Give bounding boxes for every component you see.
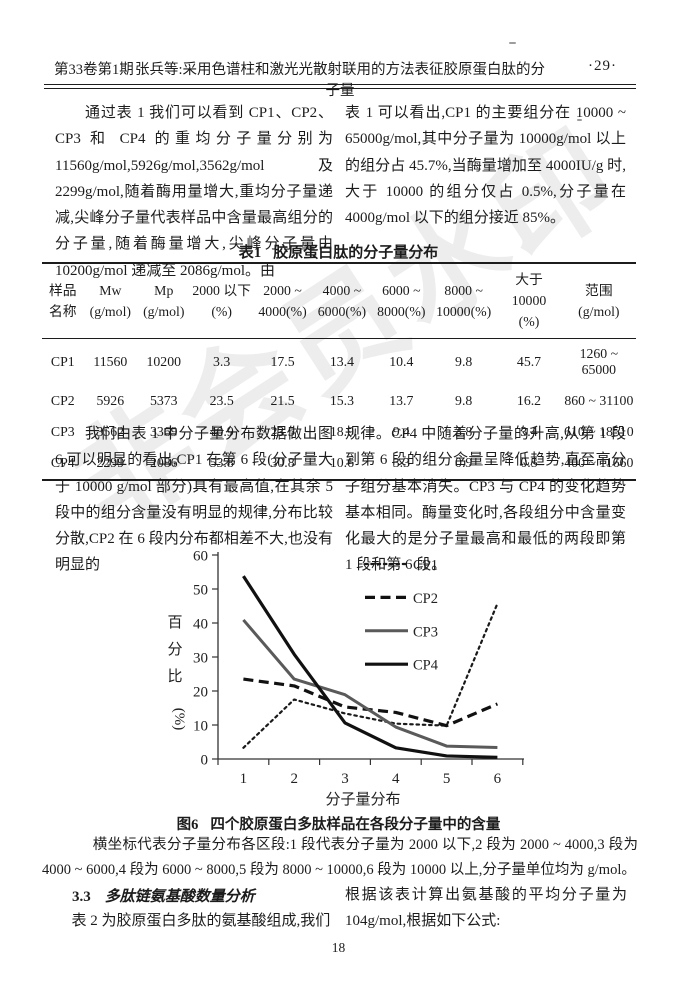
page-marker: ·29· (588, 58, 617, 74)
paragraph-left-3: 表 2 为胶原蛋白多肽的氨基酸组成,我们 (71, 913, 331, 929)
svg-text:CP1: CP1 (413, 558, 438, 574)
svg-text:5: 5 (443, 771, 451, 787)
svg-text:CP2: CP2 (413, 591, 438, 607)
paragraph-right-2: 规律。CP4 中随着分子量的升高,从第 1 段到第 6 段的组分含量呈降低趋势,… (345, 426, 626, 574)
col-header: 6000 ~8000(%) (371, 262, 432, 339)
header-double-rule (44, 84, 636, 89)
svg-text:(%): (%) (171, 708, 187, 731)
table-caption-label: 表1 (238, 245, 262, 261)
svg-text:CP4: CP4 (413, 658, 439, 674)
svg-text:60: 60 (193, 551, 208, 565)
figure-note: 横坐标代表分子量分布各区段:1 段代表分子量为 2000 以下,2 段为 200… (42, 837, 638, 878)
svg-text:0: 0 (201, 753, 209, 769)
figure-caption: 图6 四个胶原蛋白多肽样品在各段分子量中的含量 (0, 813, 677, 834)
svg-text:比: 比 (167, 668, 182, 685)
svg-text:分子量分布: 分子量分布 (325, 791, 400, 808)
figure6-line-chart: 0 10 20 30 40 50 60 1 2 3 4 5 6 CP1 CP2 CP3 CP4 百分比 (%) 分子量… (167, 551, 524, 808)
paragraph-left-2: 我们由表 1 中分子量分布数据做出图 6,可以明显的看出,CP1 在第 6 段(… (55, 426, 333, 574)
svg-text:1: 1 (240, 771, 248, 787)
svg-text:百: 百 (167, 615, 182, 631)
molecular-weight-table: 样品 名称 Mw (g/mol) Mp (g/mol) 2000 以下 (%) 2000… (42, 262, 636, 481)
svg-text:分: 分 (167, 641, 182, 658)
svg-text:2: 2 (290, 771, 298, 787)
running-title: 张兵等:采用色谱柱和激光光散射联用的方法表征胶原蛋白肽的分子量 (134, 62, 546, 99)
col-header: 8000 ~10000(%) (431, 262, 497, 339)
col-header: 2000 以下 (%) (190, 262, 253, 339)
table-header-row: 样品 名称 Mw (g/mol) Mp (g/mol) 2000 以下 (%) 2000… (42, 262, 636, 339)
col-header: Mw (g/mol) (83, 262, 138, 339)
table-row: CP4 2299 2086 53.8 30.8 10.6 3.3 0.9 0.5 400 ~ 11… (42, 448, 636, 481)
col-header: 范围 (g/mol) (561, 262, 636, 339)
table-caption: 表1 胶原蛋白肽的分子量分布 (0, 241, 677, 262)
col-header: Mp (g/mol) (137, 262, 191, 339)
col-header: 2000 ~4000(%) (252, 262, 313, 339)
col-header: 样品 名称 (42, 262, 84, 339)
scan-speck (577, 119, 582, 121)
svg-text:3: 3 (341, 771, 349, 787)
svg-text:CP3: CP3 (413, 624, 438, 640)
table-row: CP3 3562 3369 40.9 23.5 18.9 9.4 3.8 3.4 610 ~ 18… (50, 424, 634, 439)
col-header: 大于 10000 (%) (496, 262, 562, 339)
section-number: 3.3 (72, 889, 91, 905)
svg-text:10: 10 (193, 719, 208, 735)
figure-caption-text: 四个胶原蛋白多肽样品在各段分子量中的含量 (210, 817, 501, 833)
table-row: CP2 5926 5373 23.5 21.5 15.3 13.7 9.8 16.2 860 ~ … (50, 393, 634, 408)
section-title: 多肽链氨基酸数量分析 (104, 889, 255, 905)
svg-text:6: 6 (494, 771, 502, 787)
section-heading: 3.3 多肽链氨基酸数量分析 (72, 885, 255, 906)
svg-text:30: 30 (193, 651, 208, 667)
figure-caption-label: 图6 (176, 817, 199, 833)
scan-speck (509, 42, 516, 44)
svg-text:40: 40 (193, 617, 208, 633)
col-header: 4000 ~6000(%) (312, 262, 372, 339)
page-number: 18 (331, 940, 346, 955)
table-row: CP1 11560 10200 3.3 17.5 13.4 10.4 9.8 45.7 1260 … (50, 346, 619, 377)
journal-volume-issue: 第33卷第1期 (54, 62, 134, 78)
svg-text:50: 50 (193, 583, 208, 599)
paragraph-right-3: 根据该表计算出氨基酸的平均分子量为 104g/mol,根据如下公式: (345, 887, 627, 930)
svg-text:4: 4 (392, 771, 400, 787)
table-caption-text: 胶原蛋白肽的分子量分布 (273, 245, 439, 261)
paragraph-right-1: 表 1 可以看出,CP1 的主要组分在 10000 ~ 65000g/mol,其… (345, 105, 626, 227)
svg-text:20: 20 (193, 685, 208, 701)
